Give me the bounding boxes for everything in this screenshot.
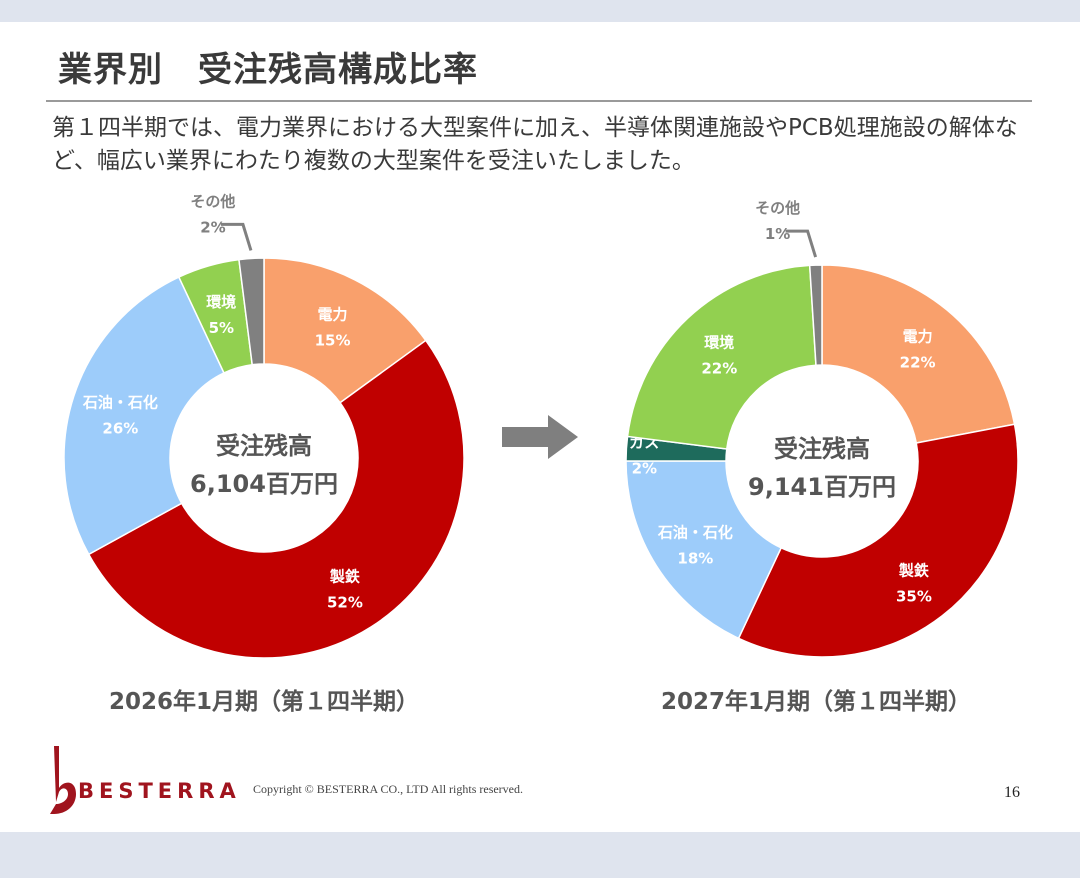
slice-value-steel: 35% xyxy=(896,588,932,606)
center-label: 受注残高 xyxy=(216,432,312,460)
slice-label-petrochem: 石油・石化 xyxy=(82,393,158,411)
donut-slice-steel xyxy=(87,339,465,659)
donut-slice-environment xyxy=(626,264,817,450)
slice-value-power: 15% xyxy=(315,331,351,349)
logo-text: BESTERRA xyxy=(78,779,241,803)
chart-caption-2027: 2027年1月期（第１四半期） xyxy=(660,689,972,715)
center-value: 9,141百万円 xyxy=(748,473,896,501)
slice-label-power: 電力 xyxy=(318,305,348,323)
donut-slice-power xyxy=(821,264,1016,444)
slice-label-other: その他 xyxy=(190,192,235,210)
center-label: 受注残高 xyxy=(774,435,870,463)
slice-label-power: 電力 xyxy=(903,327,933,345)
slice-value-other: 2% xyxy=(200,218,225,236)
donut-chart-1: 電力22%製鉄35%石油・石化18%ガス2%環境22%その他1%受注残高9,14… xyxy=(625,199,1019,658)
slice-value-power: 22% xyxy=(900,353,936,371)
leader-line-other xyxy=(785,229,818,258)
page-title: 業界別 受注残高構成比率 xyxy=(58,50,478,90)
right-arrow-icon xyxy=(502,415,578,459)
slice-value-petrochem: 18% xyxy=(677,549,713,567)
slice-value-steel: 52% xyxy=(327,593,363,611)
slice-value-gas: 2% xyxy=(632,459,657,477)
slice-label-environment: 環境 xyxy=(206,293,236,311)
slice-label-steel: 製鉄 xyxy=(329,567,360,585)
slice-value-other: 1% xyxy=(765,225,790,243)
chart-caption-2026: 2026年1月期（第１四半期） xyxy=(108,689,420,715)
leader-line-other xyxy=(220,222,253,251)
donut-slice-power xyxy=(263,257,427,404)
donut-slice-other xyxy=(808,264,823,366)
description-text: 第１四半期では、電力業界における大型案件に加え、半導体関連施設やPCB処理施設の… xyxy=(52,115,1018,174)
donut-chart-0: 電力 15% 製鉄 52% 石油・石化 26% 環境 5% その他 2% 受注残高 6,104百万円 xyxy=(63,192,465,659)
slice-label-other: その他 xyxy=(755,199,800,217)
donut-slice-steel xyxy=(737,423,1019,658)
slice-value-environment: 5% xyxy=(209,319,234,337)
slice-label-steel: 製鉄 xyxy=(898,562,929,580)
copyright-text: Copyright © BESTERRA CO., LTD All rights… xyxy=(253,782,524,796)
donut-slice-petrochem xyxy=(625,460,783,640)
slice-value-environment: 22% xyxy=(701,360,737,378)
donut-slice-petrochem xyxy=(63,276,225,556)
title-divider xyxy=(46,100,1032,102)
besterra-logo-icon xyxy=(50,746,76,814)
donut-slice-other xyxy=(238,257,265,366)
center-value: 6,104百万円 xyxy=(190,470,338,498)
slice-label-environment: 環境 xyxy=(704,334,734,352)
slice-label-petrochem: 石油・石化 xyxy=(657,523,733,541)
donut-charts: 電力15%製鉄52%石油・石化26%環境5%その他2%受注残高6,104百万円電… xyxy=(63,192,1019,659)
slice-value-petrochem: 26% xyxy=(102,419,138,437)
page-number: 16 xyxy=(1004,784,1020,801)
slide: 業界別 受注残高構成比率 第１四半期では、電力業界における大型案件に加え、半導体… xyxy=(0,22,1080,832)
